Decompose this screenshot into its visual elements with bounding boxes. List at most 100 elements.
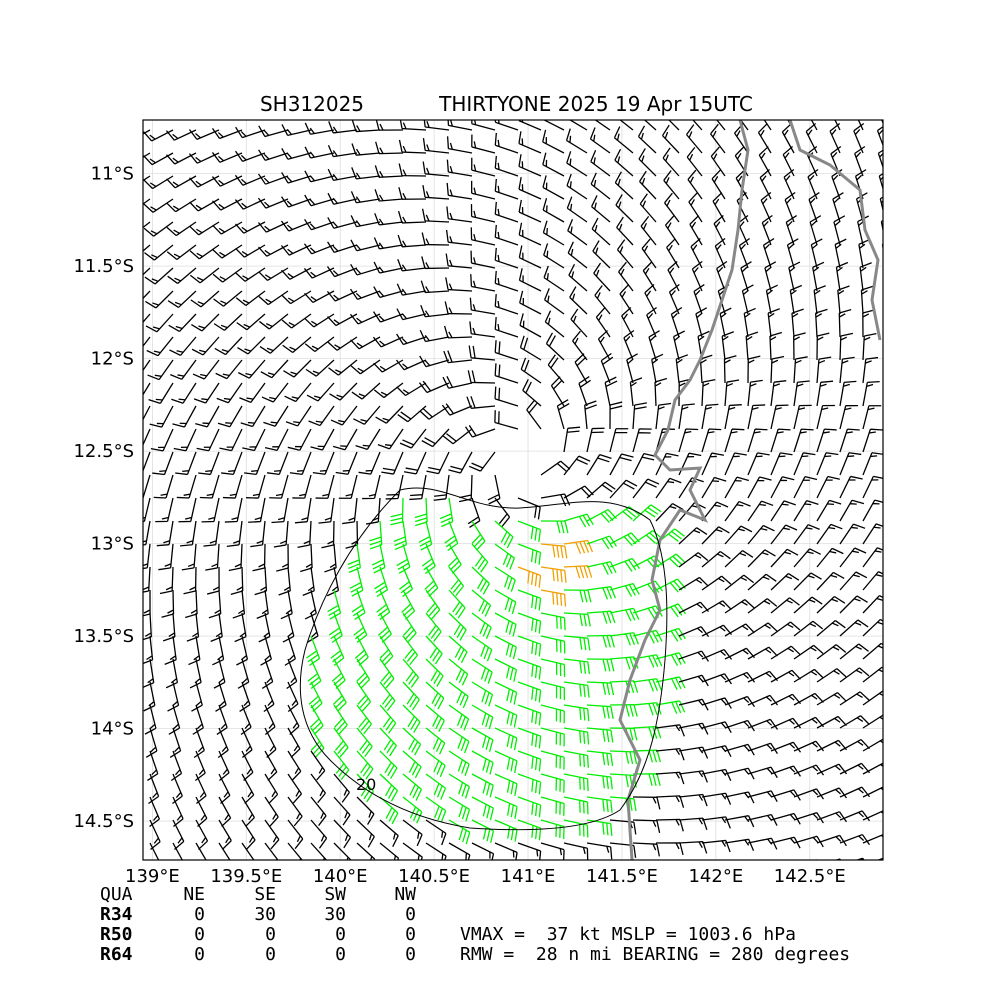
barb (816, 834, 847, 847)
barb (248, 497, 266, 523)
barb (591, 217, 611, 246)
barb (287, 773, 303, 804)
barb (304, 313, 335, 328)
barb (470, 250, 496, 269)
barb (471, 520, 486, 551)
barb (881, 120, 883, 125)
barb (724, 815, 755, 828)
barb (609, 479, 638, 499)
barb (143, 129, 174, 142)
barb (839, 833, 871, 846)
barb (257, 221, 289, 233)
barb (143, 221, 174, 237)
barb (333, 750, 350, 781)
y-tick-label: 12°S (91, 349, 134, 370)
barb (201, 497, 220, 523)
barb (310, 773, 326, 804)
barb (713, 215, 726, 246)
barb (471, 819, 495, 844)
barb (228, 543, 243, 572)
barb (641, 238, 657, 269)
barb (166, 244, 197, 261)
barb (613, 126, 634, 154)
table-header: NE (183, 884, 205, 905)
table-cell: 30 (324, 904, 346, 925)
y-tick-label: 13°S (91, 534, 134, 555)
barb (839, 332, 854, 361)
barb (793, 740, 825, 752)
barb (724, 599, 755, 614)
barb (563, 750, 589, 768)
barb (793, 620, 824, 637)
barb (609, 428, 629, 453)
barb (193, 727, 205, 759)
barb (176, 474, 197, 499)
barb (375, 141, 404, 155)
barb (210, 612, 223, 642)
barb (764, 261, 777, 292)
barb (173, 428, 197, 452)
barb (594, 120, 611, 131)
barb (304, 122, 335, 135)
barb (770, 621, 801, 637)
barb (757, 123, 772, 154)
barb (448, 566, 465, 597)
barb (254, 566, 268, 596)
barb (518, 245, 542, 269)
barb (876, 857, 883, 860)
barb (143, 175, 174, 190)
barb (563, 727, 590, 745)
barb (839, 428, 860, 453)
barb (321, 520, 335, 549)
barb (655, 676, 686, 691)
barb (632, 678, 662, 692)
barb (164, 635, 177, 665)
barb (258, 125, 289, 138)
barb (829, 122, 841, 154)
barb (540, 796, 565, 816)
barb (276, 543, 289, 572)
barb (699, 354, 713, 384)
barb (586, 509, 617, 523)
barb (609, 557, 641, 572)
barb (519, 335, 542, 361)
barb (655, 627, 686, 642)
barb (310, 750, 326, 781)
barb (421, 256, 450, 270)
barb (379, 773, 399, 802)
barb (494, 704, 518, 728)
barb (281, 172, 312, 184)
annotation: RMW = 28 n mi BEARING = 280 degrees (460, 944, 850, 965)
contour-label: 20 (356, 775, 376, 794)
barb (421, 428, 450, 448)
barb (470, 274, 496, 292)
barb (309, 704, 324, 735)
barb (396, 308, 427, 321)
barb (356, 796, 375, 825)
barb (616, 239, 634, 269)
barb (563, 426, 581, 453)
barb (402, 750, 422, 779)
barb (287, 819, 304, 850)
barb (356, 750, 374, 780)
barb (350, 336, 381, 350)
barb (350, 215, 381, 228)
barb (423, 120, 450, 131)
barb (886, 857, 916, 867)
barb (770, 380, 787, 407)
barb (266, 451, 289, 476)
barb (375, 405, 404, 424)
barb (767, 308, 780, 338)
barb (264, 750, 278, 781)
barb (639, 193, 657, 223)
table-cell: R34 (100, 904, 133, 925)
barb (494, 224, 519, 246)
barb (586, 427, 605, 453)
barb (839, 667, 870, 683)
barb (770, 404, 789, 430)
barb (379, 658, 395, 689)
table-header: QUA (100, 884, 133, 905)
barb (143, 658, 155, 688)
barb (379, 796, 399, 825)
